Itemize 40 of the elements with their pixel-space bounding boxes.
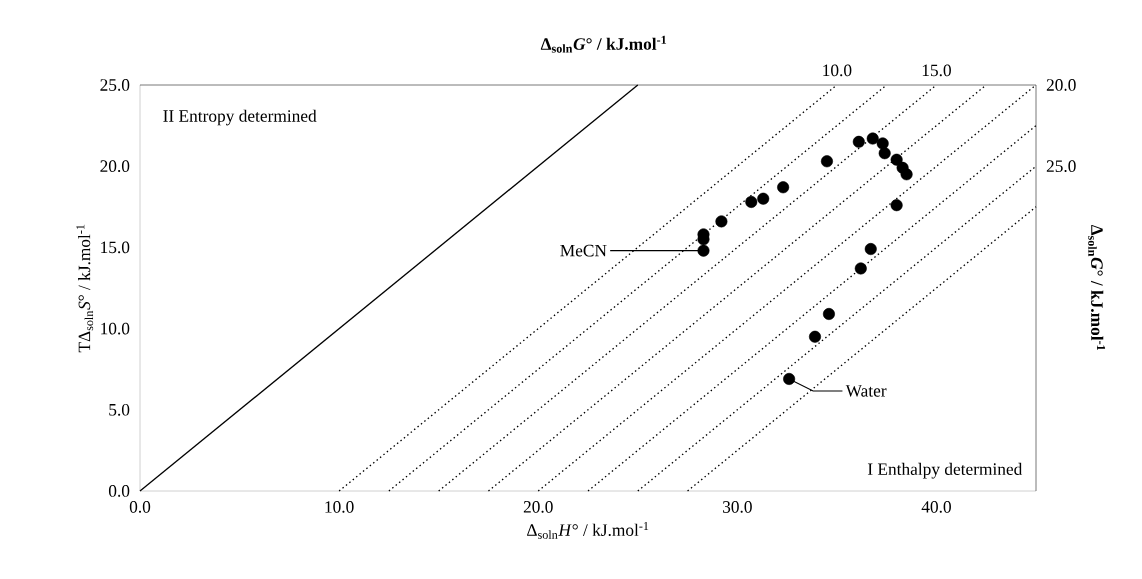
point — [890, 199, 903, 212]
point — [876, 137, 889, 150]
x-tick-label: 0.0 — [129, 501, 151, 513]
point — [864, 243, 877, 256]
annotation: Water — [845, 385, 887, 397]
y-axis-title: TΔ$_{soln}$S° / kJ.mol$^{-1}$ — [76, 224, 94, 353]
point — [757, 192, 770, 205]
point — [697, 244, 710, 257]
x2-axis-title: Δ$_{soln}$G° / kJ.mol$^{-1}$ — [540, 35, 667, 53]
point — [808, 330, 821, 343]
y2-tick-label: 25.0 — [1046, 160, 1076, 173]
y-tick-label: 5.0 — [109, 403, 130, 416]
x-tick-label: 20.0 — [523, 501, 553, 513]
point — [866, 132, 879, 145]
x2-tick-label: 15.0 — [922, 64, 951, 77]
point — [777, 181, 790, 194]
point — [822, 307, 835, 320]
annotation: II Entropy determined — [163, 109, 317, 126]
point — [854, 262, 867, 275]
y2-tick-label: 20.0 — [1046, 79, 1076, 91]
y-tick-label: 10.0 — [101, 322, 130, 335]
x-tick-label: 30.0 — [723, 501, 752, 513]
x-tick-label: 10.0 — [325, 501, 354, 513]
y-tick-label: 25.0 — [100, 79, 130, 91]
y-tick-label: 20.0 — [100, 160, 130, 173]
x-axis-title: Δ$_{soln}$H° / kJ.mol$^{-1}$ — [527, 521, 649, 539]
point — [820, 155, 833, 168]
y2-axis-title: Δ$_{soln}$G° / kJ.mol$^{-1}$ — [1088, 224, 1106, 351]
point — [783, 372, 796, 385]
annotation: I Enthalpy determined — [867, 462, 1023, 479]
point — [745, 195, 758, 208]
y-tick-label: 15.0 — [101, 241, 130, 254]
point — [715, 215, 728, 228]
point — [900, 168, 913, 181]
annotation: MeCN — [560, 244, 607, 257]
x-tick-label: 40.0 — [921, 501, 951, 513]
point — [878, 147, 891, 160]
y-tick-label: 0.0 — [108, 485, 130, 497]
point — [852, 135, 865, 148]
x2-tick-label: 10.0 — [823, 64, 852, 77]
